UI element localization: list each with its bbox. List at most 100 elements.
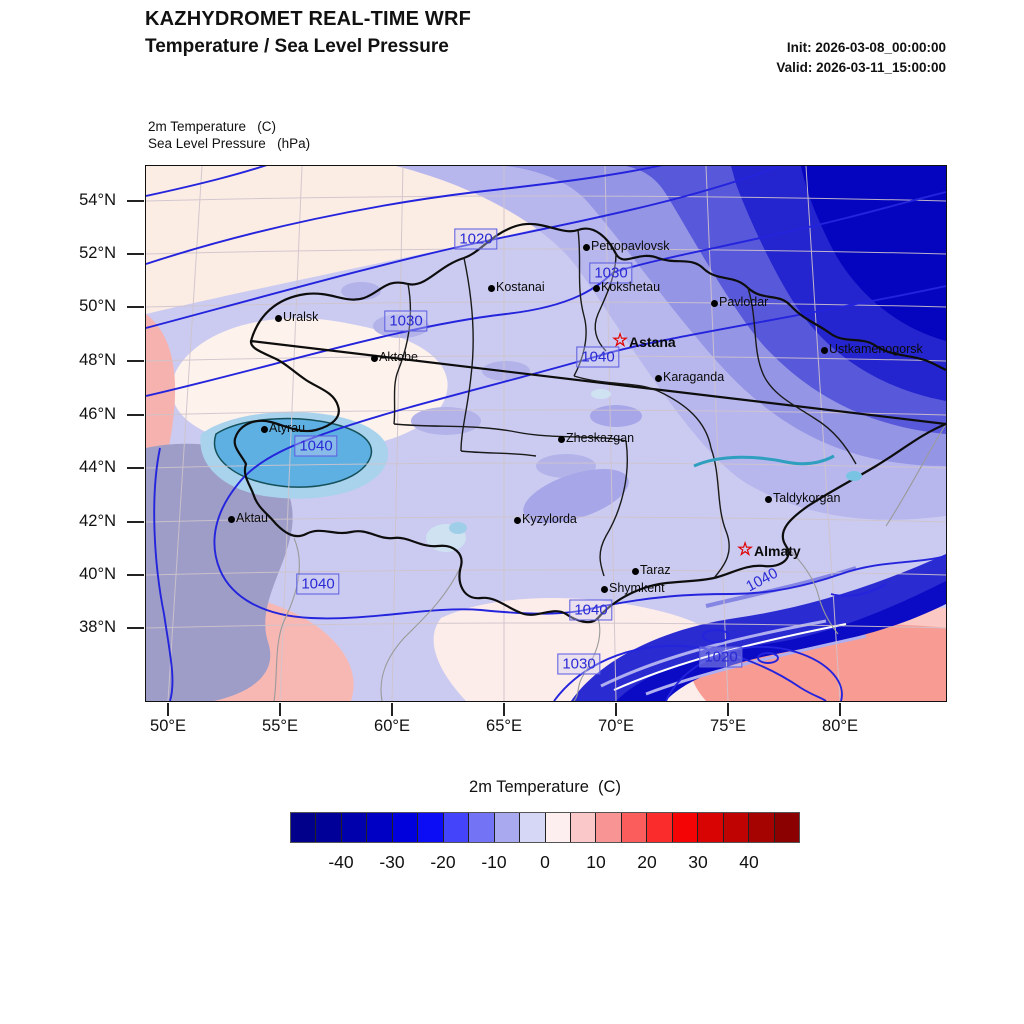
city-dot-icon	[654, 374, 662, 382]
lat-axis-label: 40°N	[79, 565, 116, 583]
colorbar-cell	[570, 813, 597, 842]
colorbar-cell	[749, 813, 775, 842]
lat-axis-label: 44°N	[79, 458, 116, 476]
colorbar-title: 2m Temperature (C)	[469, 778, 621, 796]
city-dot-icon	[260, 425, 268, 433]
page-title: KAZHYDROMET REAL-TIME WRF	[145, 8, 472, 30]
lon-axis-label: 75°E	[710, 717, 746, 735]
city-dot-icon	[227, 515, 235, 523]
colorbar-tick-label: 0	[540, 852, 550, 872]
pressure-contour-label: 1040	[294, 435, 338, 457]
init-time-label: Init: 2026-03-08_00:00:00	[786, 40, 946, 55]
city-dot-icon	[487, 284, 495, 292]
colorbar-cell	[774, 813, 800, 842]
lat-axis-label: 42°N	[79, 512, 116, 530]
city-dot-icon	[710, 299, 718, 307]
city-dot-icon	[600, 585, 608, 593]
lon-axis-tick	[167, 703, 169, 716]
city-label: Kyzylorda	[522, 512, 577, 526]
lon-axis-tick	[839, 703, 841, 716]
colorbar-tick-label: 20	[637, 852, 657, 872]
city-dot-icon	[557, 435, 565, 443]
lon-axis-label: 50°E	[150, 717, 186, 735]
lat-axis-tick	[127, 627, 144, 629]
colorbar-tick-label: 40	[739, 852, 759, 872]
colorbar-cell	[494, 813, 521, 842]
model-run-info: Init: 2026-03-08_00:00:00 Valid: 2026-03…	[776, 38, 946, 78]
weather-map-svg	[146, 166, 946, 701]
colorbar-tick-label: -10	[481, 852, 507, 872]
lon-axis-tick	[503, 703, 505, 716]
colorbar-tick-label: 10	[586, 852, 606, 872]
lon-axis-label: 60°E	[374, 717, 410, 735]
lat-axis-tick	[127, 200, 144, 202]
city-label: Uralsk	[283, 310, 319, 324]
city-label: Karaganda	[663, 370, 725, 384]
colorbar-tick-label: 30	[688, 852, 708, 872]
city-label: Petropavlovsk	[591, 239, 670, 253]
lat-axis-label: 38°N	[79, 618, 116, 636]
colorbar-cell	[672, 813, 699, 842]
lon-axis-tick	[279, 703, 281, 716]
colorbar-cell	[392, 813, 419, 842]
lon-axis-tick	[615, 703, 617, 716]
lat-axis-tick	[127, 574, 144, 576]
lakes-layer	[591, 389, 862, 481]
colorbar-cell	[469, 813, 495, 842]
lon-axis-label: 80°E	[822, 717, 858, 735]
colorbar-cell	[418, 813, 444, 842]
capital-star-icon: ☆	[612, 330, 629, 350]
field-label-pressure: Sea Level Pressure (hPa)	[148, 136, 311, 151]
map-canvas: 54°N 52°N 50°N 48°N 46°N 44°N 42°N 40°N 38°N 50°E…	[79, 165, 947, 735]
lat-axis-tick	[127, 253, 144, 255]
city-label: Taldykorgan	[773, 491, 841, 505]
colorbar-cell	[596, 813, 622, 842]
oblast-borders-layer	[393, 229, 857, 579]
city-label: Aktau	[236, 511, 268, 525]
colorbar-cell	[545, 813, 571, 842]
lon-axis-label: 55°E	[262, 717, 298, 735]
city-label: Taraz	[640, 563, 671, 577]
city-label: Kokshetau	[601, 280, 661, 294]
colorbar-tick-label: -30	[379, 852, 405, 872]
colorbar-cell	[367, 813, 393, 842]
city-dot-icon	[582, 243, 590, 251]
graticule-layer	[146, 166, 946, 701]
lon-axis-label: 70°E	[598, 717, 634, 735]
lon-axis-label: 65°E	[486, 717, 522, 735]
colorbar-tick-label: -40	[328, 852, 354, 872]
pressure-contour-label: 1040	[296, 573, 340, 595]
lon-axis-tick	[391, 703, 393, 716]
city-dot-icon	[631, 567, 639, 575]
colorbar-cell	[723, 813, 750, 842]
city-label: Almaty	[754, 543, 801, 559]
city-label: Aktobe	[379, 350, 418, 364]
valid-time-label: Valid: 2026-03-11_15:00:00	[776, 60, 946, 75]
city-dot-icon	[513, 516, 521, 524]
lat-axis-label: 48°N	[79, 351, 116, 369]
lat-axis-tick	[127, 306, 144, 308]
pressure-contour-label: 1030	[384, 310, 428, 332]
city-label: Astana	[629, 334, 676, 350]
lat-axis-tick	[127, 467, 144, 469]
pressure-contour-label: 1020	[699, 646, 743, 668]
field-label-temperature: 2m Temperature (C)	[148, 119, 277, 134]
city-dot-icon	[764, 495, 772, 503]
colorbar	[290, 812, 800, 843]
field-labels: 2m Temperature (C) Sea Level Pressure (h…	[148, 118, 310, 152]
pressure-contour-label: 1030	[589, 262, 633, 284]
lat-axis-label: 46°N	[79, 405, 116, 423]
pressure-contours-layer	[146, 166, 946, 701]
colorbar-cell	[316, 813, 342, 842]
city-label: Kostanai	[496, 280, 545, 294]
city-dot-icon	[274, 314, 282, 322]
lat-axis-label: 52°N	[79, 244, 116, 262]
lat-axis-tick	[127, 414, 144, 416]
colorbar-cell	[698, 813, 724, 842]
colorbar-cell	[291, 813, 317, 842]
national-border	[233, 222, 946, 624]
lon-axis-tick	[727, 703, 729, 716]
page-subtitle: Temperature / Sea Level Pressure	[145, 36, 449, 57]
pressure-contour-label: 1030	[557, 653, 601, 675]
